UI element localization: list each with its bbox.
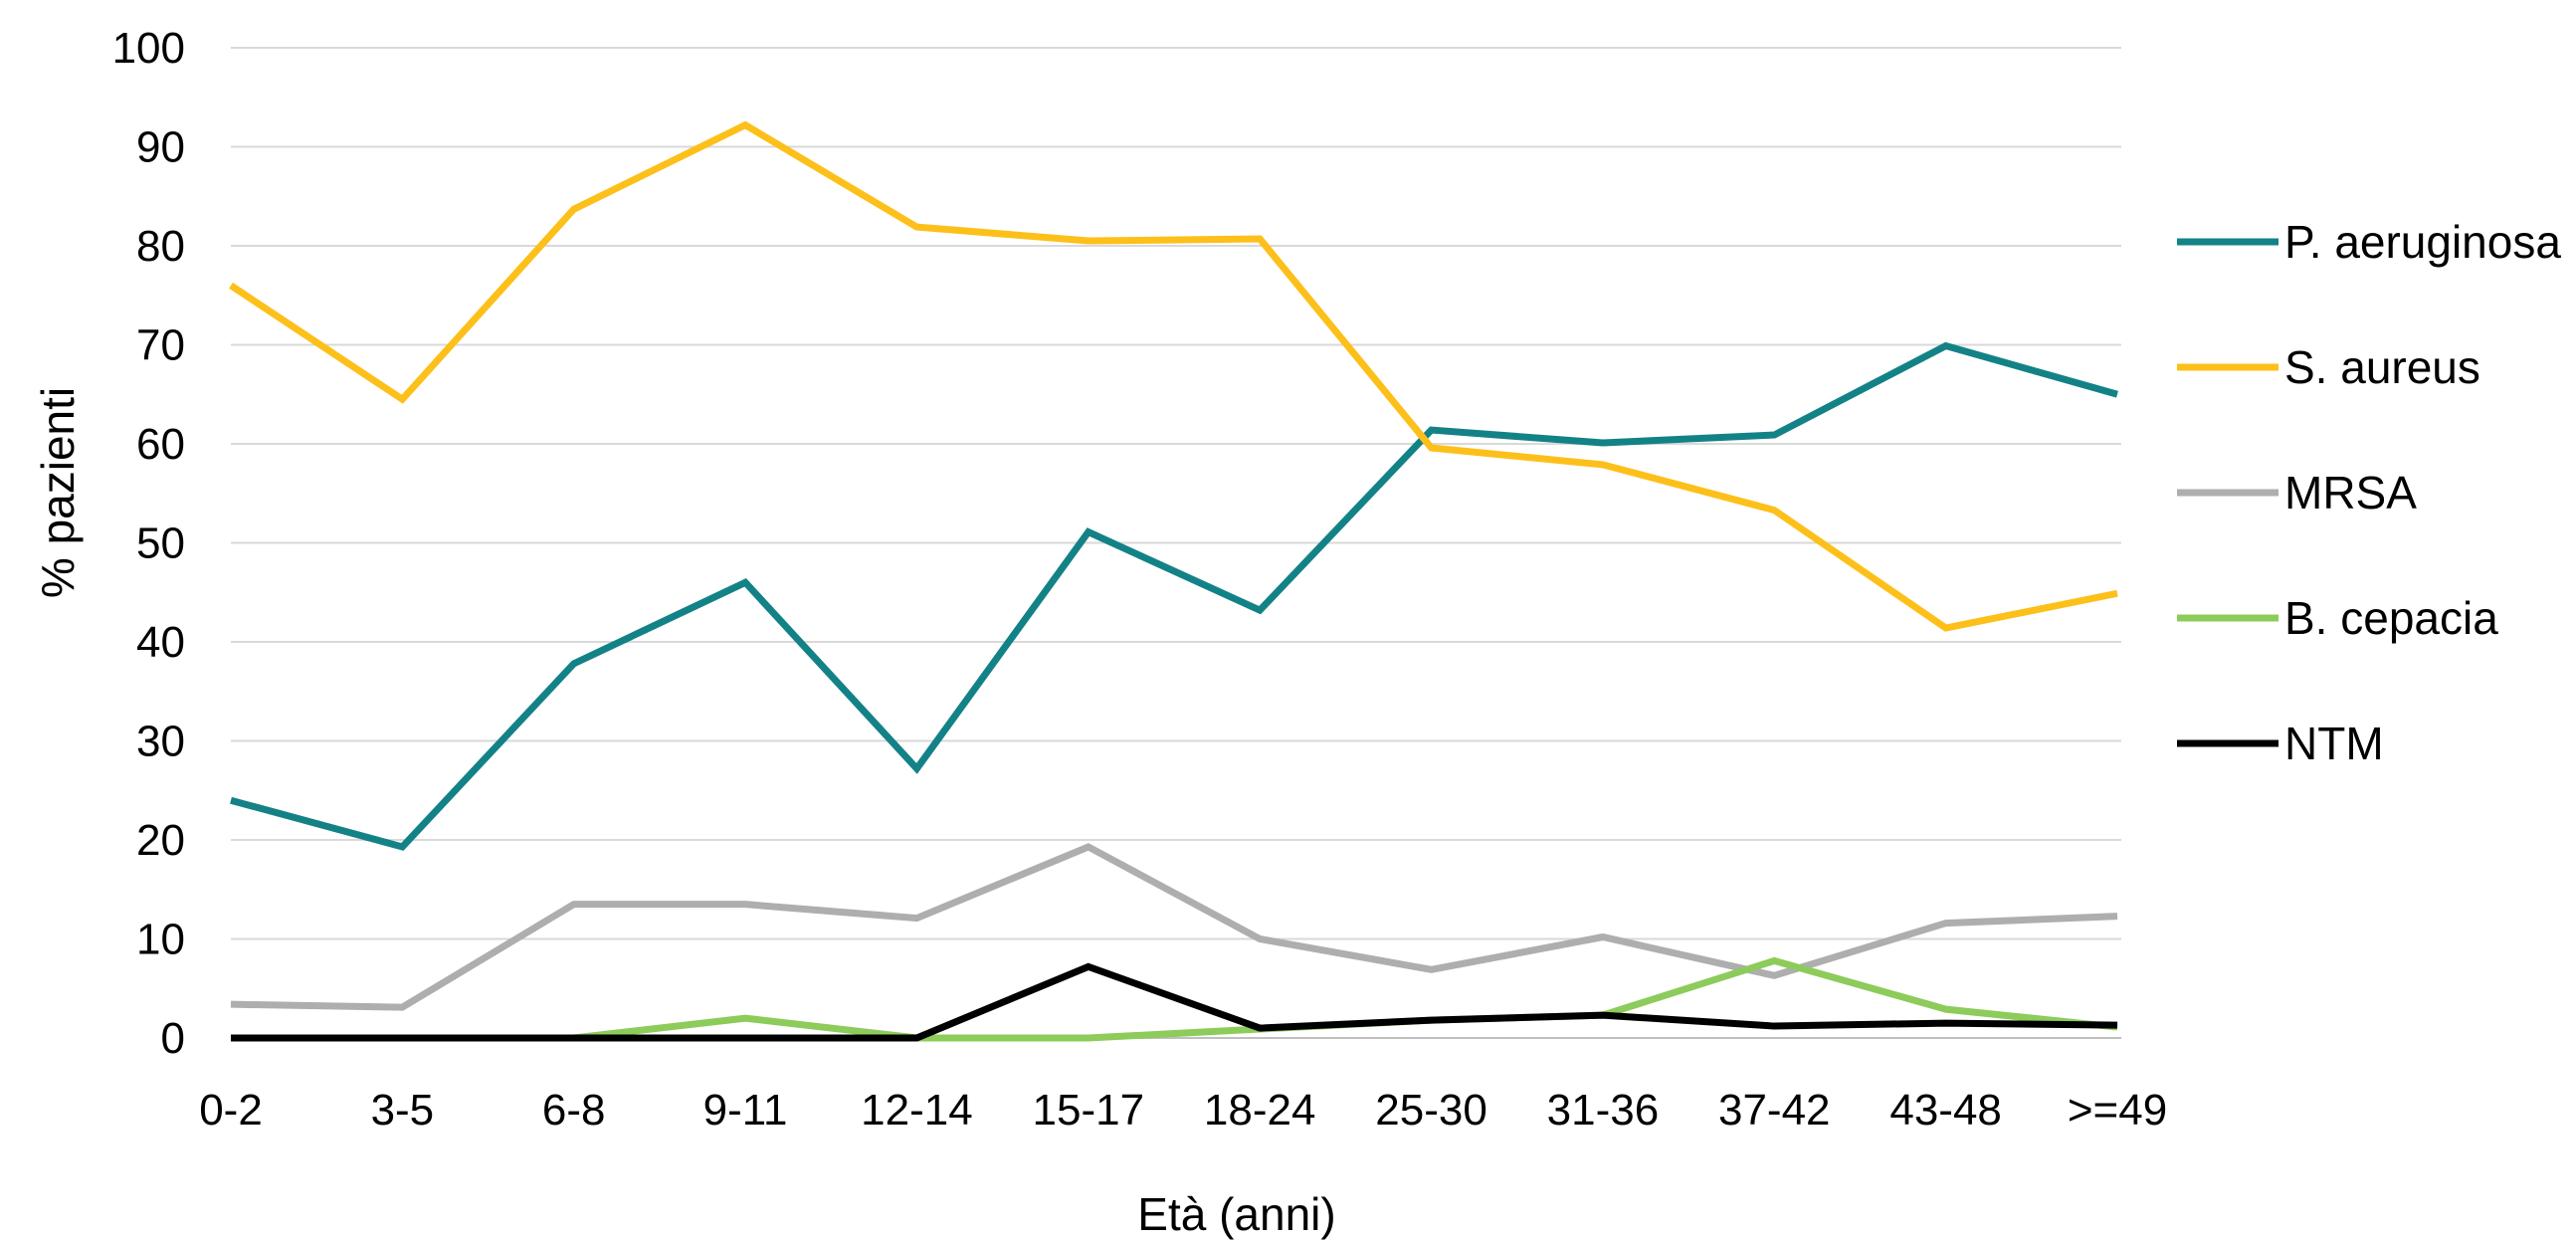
y-tick-label: 60 xyxy=(136,420,185,469)
x-tick-label: 43-48 xyxy=(1889,1086,2002,1135)
gridlines xyxy=(231,47,2121,1039)
y-tick-labels: 0 10 20 30 40 50 60 70 80 90 100 xyxy=(112,24,185,1063)
x-tick-label: 18-24 xyxy=(1204,1086,1316,1135)
y-tick-label: 20 xyxy=(136,816,185,865)
y-tick-label: 80 xyxy=(136,222,185,271)
y-tick-label: 10 xyxy=(136,916,185,964)
legend-label: MRSA xyxy=(2284,467,2417,518)
legend-label: P. aeruginosa xyxy=(2284,216,2561,268)
y-tick-label: 90 xyxy=(136,123,185,172)
series-line-2 xyxy=(230,843,2118,1011)
series-line-1 xyxy=(229,120,2118,632)
x-tick-label: 37-42 xyxy=(1718,1086,1831,1135)
x-tick-label: 25-30 xyxy=(1375,1086,1487,1135)
legend-item: S. aureus xyxy=(2177,341,2480,393)
y-axis-title: % pazienti xyxy=(32,387,84,598)
series-line-4 xyxy=(231,962,2118,1042)
x-tick-label: 12-14 xyxy=(861,1086,973,1135)
legend-label: NTM xyxy=(2284,718,2384,769)
legend-item: P. aeruginosa xyxy=(2177,216,2561,268)
x-axis-title: Età (anni) xyxy=(1137,1188,1335,1240)
y-tick-label: 100 xyxy=(112,24,185,73)
x-tick-label: >=49 xyxy=(2068,1086,2167,1135)
x-tick-label: 3-5 xyxy=(371,1086,435,1135)
legend-item: B. cepacia xyxy=(2177,592,2498,644)
x-tick-label: 6-8 xyxy=(542,1086,606,1135)
legend-label: S. aureus xyxy=(2284,341,2480,393)
legend-item: MRSA xyxy=(2177,467,2417,518)
y-tick-label: 0 xyxy=(161,1014,185,1063)
legend-item: NTM xyxy=(2177,718,2384,769)
y-tick-label: 70 xyxy=(136,321,185,370)
x-tick-label: 0-2 xyxy=(199,1086,263,1135)
y-tick-label: 50 xyxy=(136,519,185,568)
y-tick-label: 40 xyxy=(136,618,185,667)
series-lines xyxy=(229,120,2118,1042)
x-tick-label: 9-11 xyxy=(703,1086,788,1135)
x-tick-label: 15-17 xyxy=(1033,1086,1145,1135)
legend-label: B. cepacia xyxy=(2284,592,2498,644)
series-line-0 xyxy=(230,341,2118,851)
y-tick-label: 30 xyxy=(136,718,185,766)
legend: P. aeruginosa S. aureus MRSA B. cepacia NTM xyxy=(2177,216,2561,769)
x-tick-label: 31-36 xyxy=(1547,1086,1660,1135)
x-tick-labels: 0-2 3-5 6-8 9-11 12-14 15-17 18-24 25-30 31-36 37… xyxy=(199,1086,2167,1135)
